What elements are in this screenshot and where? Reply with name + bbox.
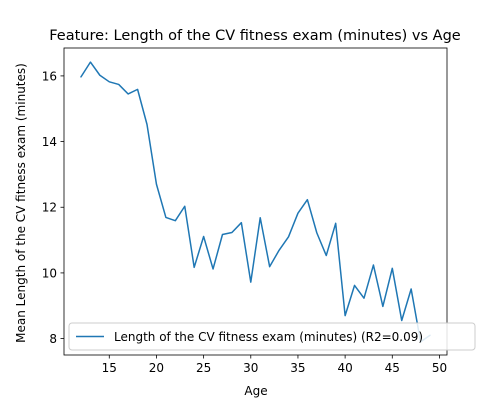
x-tick-label: 45 <box>385 361 400 375</box>
x-tick-label: 15 <box>102 361 117 375</box>
x-tick-label: 40 <box>337 361 352 375</box>
x-tick-label: 20 <box>149 361 164 375</box>
x-tick-label: 30 <box>243 361 258 375</box>
legend-entry: Length of the CV fitness exam (minutes) … <box>114 330 423 344</box>
y-tick-label: 10 <box>42 266 57 280</box>
y-tick-label: 14 <box>42 135 57 149</box>
x-tick-label: 50 <box>432 361 447 375</box>
series-line-0 <box>80 61 431 343</box>
x-tick-label: 25 <box>196 361 211 375</box>
plot-area: 15 20 25 30 35 40 45 50 8 10 12 14 16 Length of the C… <box>42 47 476 375</box>
chart-title: Feature: Length of the CV fitness exam (… <box>49 28 461 44</box>
plot-frame <box>63 47 448 356</box>
legend-box <box>68 322 476 351</box>
y-tick-label: 8 <box>49 332 57 346</box>
y-tick-label: 16 <box>42 69 57 83</box>
y-tick-label: 12 <box>42 201 57 215</box>
legend: Length of the CV fitness exam (minutes) … <box>68 322 476 351</box>
y-axis-label: Mean Length of the CV fitness exam (minu… <box>14 63 28 343</box>
x-tick-label: 35 <box>290 361 305 375</box>
x-axis-label: Age <box>244 384 267 398</box>
